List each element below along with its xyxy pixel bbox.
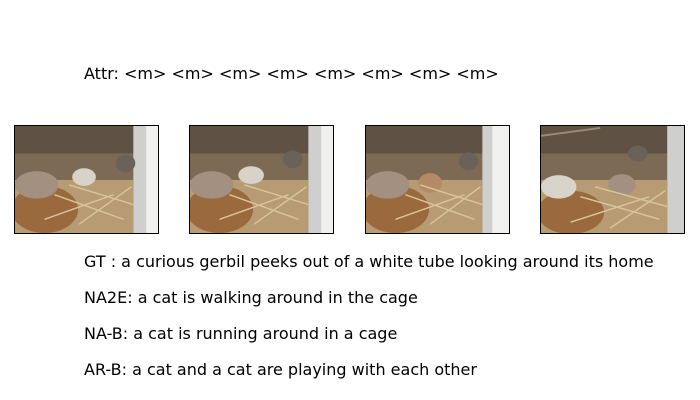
video-frame-4 (540, 125, 685, 234)
caption-text: a cat is walking around in the cage (137, 288, 418, 307)
gerbil-cage-image (190, 126, 333, 233)
video-frame-2 (189, 125, 334, 234)
caption-label: GT : (84, 252, 117, 271)
caption-text: a cat is running around in a cage (133, 324, 398, 343)
attribute-label: Attr: (84, 64, 119, 83)
caption-label: NA2E: (84, 288, 133, 307)
video-frame-1 (14, 125, 159, 234)
caption-text: a cat and a cat are playing with each ot… (132, 360, 477, 379)
caption-label: AR-B: (84, 360, 127, 379)
attribute-tokens: <m> <m> <m> <m> <m> <m> <m> <m> (124, 64, 499, 83)
caption-label: NA-B: (84, 324, 129, 343)
gerbil-cage-image (15, 126, 158, 233)
caption-na2e: NA2E: a cat is walking around in the cag… (84, 288, 418, 308)
caption-na-b: NA-B: a cat is running around in a cage (84, 324, 397, 344)
video-frame-3 (365, 125, 510, 234)
gerbil-cage-image (366, 126, 509, 233)
attribute-line: Attr: <m> <m> <m> <m> <m> <m> <m> <m> (84, 64, 499, 84)
caption-gt: GT : a curious gerbil peeks out of a whi… (84, 252, 654, 272)
gerbil-cage-image (541, 126, 684, 233)
caption-ar-b: AR-B: a cat and a cat are playing with e… (84, 360, 477, 380)
caption-text: a curious gerbil peeks out of a white tu… (121, 252, 654, 271)
